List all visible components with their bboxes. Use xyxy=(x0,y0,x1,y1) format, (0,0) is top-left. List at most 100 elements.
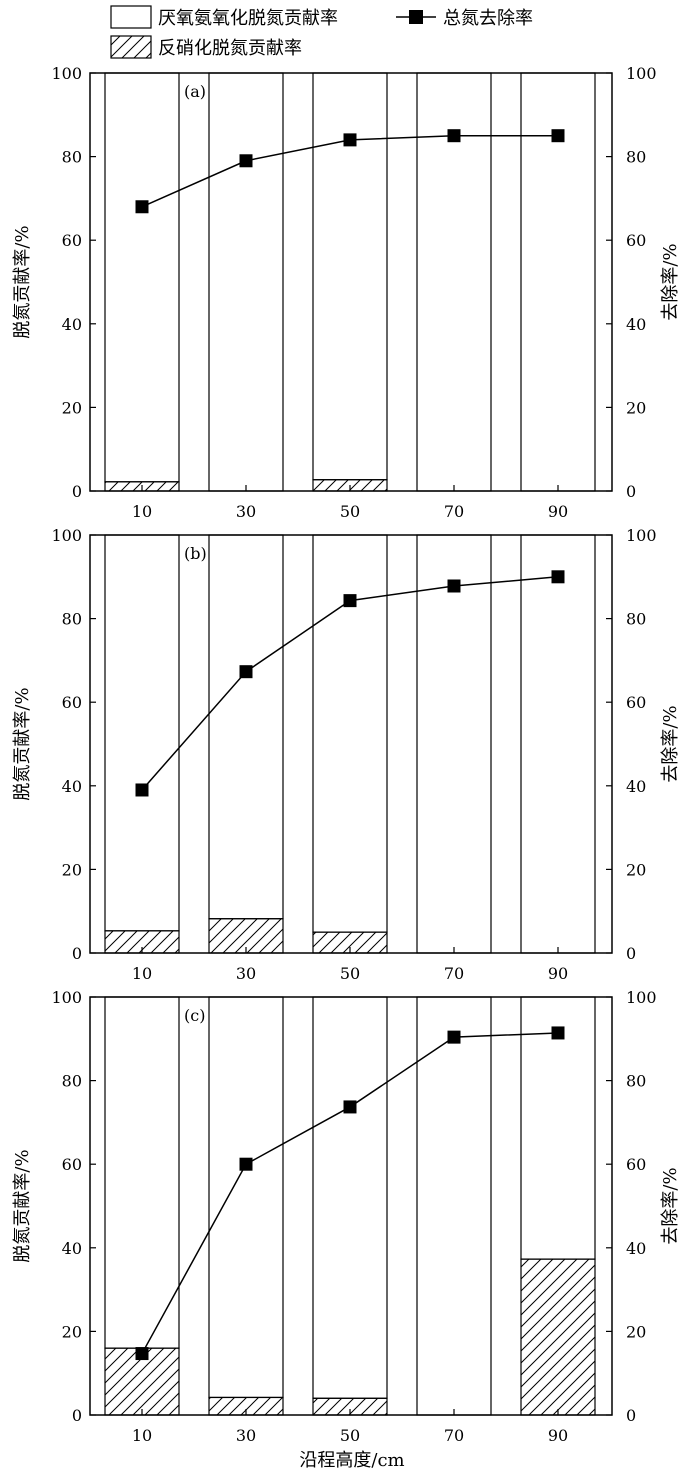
x-tick-label: 50 xyxy=(340,502,360,521)
y-tick-label-right: 100 xyxy=(626,64,657,83)
y-axis-label-right: 去除率/% xyxy=(660,1167,681,1244)
y-tick-label-right: 40 xyxy=(626,777,646,796)
y-tick-label-left: 80 xyxy=(62,1072,82,1091)
removal-point xyxy=(135,200,149,214)
bar-anammox xyxy=(104,996,180,1349)
y-tick-label-right: 80 xyxy=(626,610,646,629)
removal-point xyxy=(551,1026,565,1040)
y-tick-label-right: 0 xyxy=(626,1406,636,1425)
y-tick-label-right: 60 xyxy=(626,693,646,712)
x-tick-label: 10 xyxy=(132,1426,152,1445)
removal-point xyxy=(343,594,357,608)
y-tick-label-left: 0 xyxy=(72,944,82,963)
removal-point xyxy=(447,1030,461,1044)
y-tick-label-left: 100 xyxy=(51,988,82,1007)
y-tick-label-left: 60 xyxy=(62,1155,82,1174)
x-tick-label: 70 xyxy=(444,964,464,983)
y-axis-label-left: 脱氮贡献率/% xyxy=(12,225,33,338)
panel-tag: (a) xyxy=(184,82,206,101)
bar-anammox xyxy=(208,996,284,1399)
x-axis-label: 沿程高度/cm xyxy=(299,1450,404,1471)
x-tick-label: 50 xyxy=(340,964,360,983)
y-tick-label-right: 60 xyxy=(626,231,646,250)
y-axis-label-left: 脱氮贡献率/% xyxy=(12,1149,33,1262)
y-tick-label-left: 60 xyxy=(62,693,82,712)
y-tick-label-right: 40 xyxy=(626,315,646,334)
plot-frame xyxy=(89,534,613,954)
x-tick-label: 30 xyxy=(236,502,256,521)
y-tick-label-left: 80 xyxy=(62,148,82,167)
plot-frame xyxy=(89,72,613,492)
y-tick-label-left: 20 xyxy=(62,860,82,879)
bar-anammox xyxy=(208,72,284,492)
bar-anammox xyxy=(416,534,492,954)
x-tick-label: 10 xyxy=(132,964,152,983)
removal-point xyxy=(343,133,357,147)
bar-anammox xyxy=(520,534,596,954)
removal-point xyxy=(343,1100,357,1114)
x-tick-label: 70 xyxy=(444,502,464,521)
y-tick-label-right: 40 xyxy=(626,1239,646,1258)
panel-2: 0 0 20 20 40 40 60 60 80 80 100 100 10 30 50 70 90 (c) 脱氮贡… xyxy=(12,988,681,1445)
removal-point xyxy=(239,154,253,168)
removal-point xyxy=(239,665,253,679)
y-tick-label-left: 0 xyxy=(72,482,82,501)
x-tick-label: 30 xyxy=(236,964,256,983)
y-tick-label-right: 20 xyxy=(626,1322,646,1341)
y-tick-label-left: 60 xyxy=(62,231,82,250)
legend-marker-removal xyxy=(409,10,423,24)
y-tick-label-right: 100 xyxy=(626,988,657,1007)
bar-anammox xyxy=(312,996,388,1399)
y-tick-label-left: 100 xyxy=(51,526,82,545)
removal-point xyxy=(551,129,565,143)
legend-label-denit: 反硝化脱氮贡献率 xyxy=(158,38,302,59)
legend-swatch-denit xyxy=(110,35,152,59)
y-axis-label-left: 脱氮贡献率/% xyxy=(12,687,33,800)
legend-swatch-anammox xyxy=(110,5,152,29)
x-tick-label: 90 xyxy=(548,1426,568,1445)
panel-tag: (c) xyxy=(184,1006,205,1025)
legend-label-anammox: 厌氧氨氧化脱氮贡献率 xyxy=(158,8,338,29)
plot-frame xyxy=(89,996,613,1416)
y-tick-label-right: 80 xyxy=(626,1072,646,1091)
legend-label-removal: 总氮去除率 xyxy=(443,8,533,29)
x-tick-label: 70 xyxy=(444,1426,464,1445)
y-tick-label-right: 0 xyxy=(626,482,636,501)
panel-tag: (b) xyxy=(184,544,207,563)
removal-point xyxy=(447,579,461,593)
legend: 厌氧氨氧化脱氮贡献率 总氮去除率 反硝化脱氮贡献率 xyxy=(110,5,533,59)
y-tick-label-right: 20 xyxy=(626,860,646,879)
bar-anammox xyxy=(416,996,492,1416)
y-tick-label-right: 60 xyxy=(626,1155,646,1174)
y-tick-label-left: 40 xyxy=(62,1239,82,1258)
y-tick-label-right: 100 xyxy=(626,526,657,545)
removal-point xyxy=(135,783,149,797)
x-tick-label: 90 xyxy=(548,964,568,983)
y-tick-label-left: 20 xyxy=(62,398,82,417)
panel-0: 0 0 20 20 40 40 60 60 80 80 100 100 10 30 50 70 90 (a) 脱氮贡… xyxy=(12,64,681,521)
panel-1: 0 0 20 20 40 40 60 60 80 80 100 100 10 30 50 70 90 (b) 脱氮贡… xyxy=(12,526,681,983)
y-tick-label-left: 40 xyxy=(62,315,82,334)
removal-point xyxy=(447,129,461,143)
bar-anammox xyxy=(208,534,284,920)
y-axis-label-right: 去除率/% xyxy=(660,705,681,782)
y-tick-label-right: 20 xyxy=(626,398,646,417)
y-tick-label-right: 80 xyxy=(626,148,646,167)
x-tick-label: 30 xyxy=(236,1426,256,1445)
bar-anammox xyxy=(104,534,180,932)
y-tick-label-left: 20 xyxy=(62,1322,82,1341)
bar-denit xyxy=(520,1258,596,1416)
removal-point xyxy=(135,1347,149,1361)
removal-point xyxy=(551,570,565,584)
removal-point xyxy=(239,1157,253,1171)
bar-anammox xyxy=(104,72,180,483)
x-tick-label: 50 xyxy=(340,1426,360,1445)
y-tick-label-left: 100 xyxy=(51,64,82,83)
y-axis-label-right: 去除率/% xyxy=(660,243,681,320)
y-tick-label-right: 0 xyxy=(626,944,636,963)
bar-anammox xyxy=(520,996,596,1260)
x-tick-label: 10 xyxy=(132,502,152,521)
bar-anammox xyxy=(520,72,596,492)
